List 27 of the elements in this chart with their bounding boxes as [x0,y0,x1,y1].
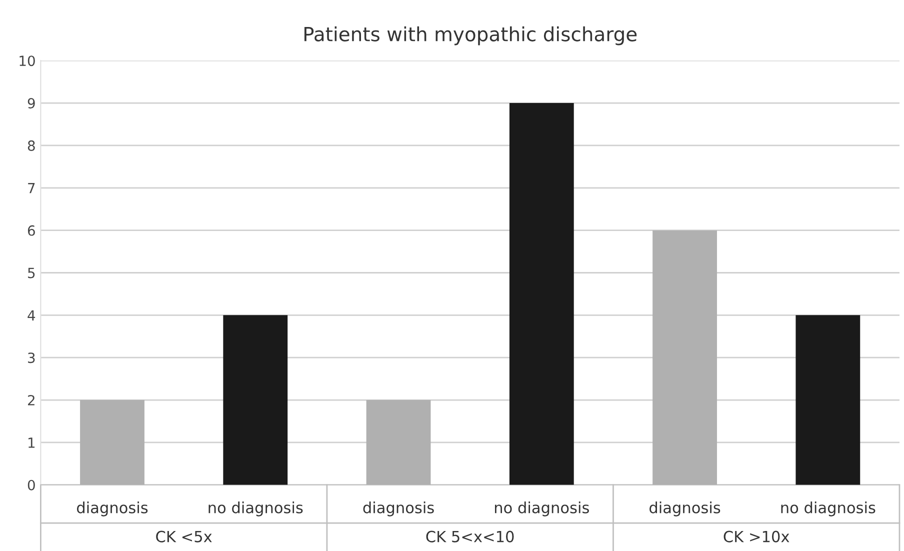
y-tick-label: 0 [28,480,35,490]
bar [796,315,860,485]
chart-title: Patients with myopathic discharge [304,26,637,46]
bar [80,400,144,485]
text: CK <5x [156,530,212,542]
x-tick-label: no diagnosis [781,502,876,516]
y-tick-label: 5 [28,268,35,278]
x-tick-label: diagnosis [76,502,148,516]
bar [652,230,717,485]
y-tick-label: 2 [28,394,34,406]
bar [223,315,288,485]
x-tick-label: diagnosis [363,502,434,516]
y-tick-label: 8 [28,140,35,151]
x-tick-label: diagnosis [650,502,720,516]
y-tick-label: 7 [28,183,35,194]
text: CK 5<x<10 [426,530,514,542]
y-tick-label: 3 [28,352,35,364]
bar [366,400,431,485]
y-tick-label: 9 [28,98,35,109]
y-tick-label: 1 [28,438,35,448]
x-tick-label: no diagnosis [208,502,303,516]
y-tick-label: 4 [28,310,36,320]
y-tick-label: 10 [20,56,35,66]
x-tick-label: no diagnosis [494,502,589,516]
text: CK >10x [724,530,790,542]
y-tick-label: 6 [28,225,35,236]
bar [509,103,574,485]
